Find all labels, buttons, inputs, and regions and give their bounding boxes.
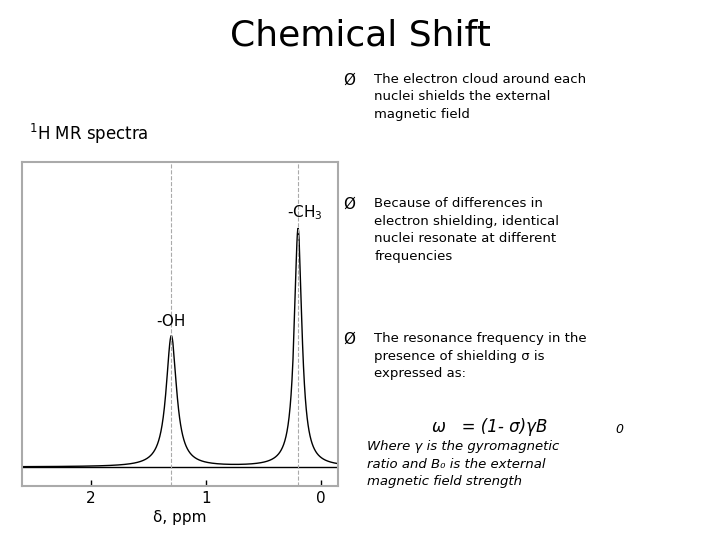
Text: ω   = (1- σ)γB: ω = (1- σ)γB bbox=[432, 418, 547, 436]
Text: The electron cloud around each
nuclei shields the external
magnetic field: The electron cloud around each nuclei sh… bbox=[374, 73, 587, 121]
Text: Ø: Ø bbox=[343, 73, 355, 88]
Text: -OH: -OH bbox=[156, 314, 185, 329]
Text: Ø: Ø bbox=[343, 197, 355, 212]
Text: Ø: Ø bbox=[343, 332, 355, 347]
Text: The resonance frequency in the
presence of shielding σ is
expressed as:: The resonance frequency in the presence … bbox=[374, 332, 587, 380]
X-axis label: δ, ppm: δ, ppm bbox=[153, 510, 207, 525]
Text: -CH$_3$: -CH$_3$ bbox=[287, 203, 323, 221]
Text: 0: 0 bbox=[616, 423, 624, 436]
Text: Because of differences in
electron shielding, identical
nuclei resonate at diffe: Because of differences in electron shiel… bbox=[374, 197, 559, 262]
Text: $^1$H MR spectra: $^1$H MR spectra bbox=[29, 122, 148, 146]
Text: Chemical Shift: Chemical Shift bbox=[230, 19, 490, 53]
Text: Where γ is the gyromagnetic
ratio and B₀ is the external
magnetic field strength: Where γ is the gyromagnetic ratio and B₀… bbox=[367, 440, 559, 488]
